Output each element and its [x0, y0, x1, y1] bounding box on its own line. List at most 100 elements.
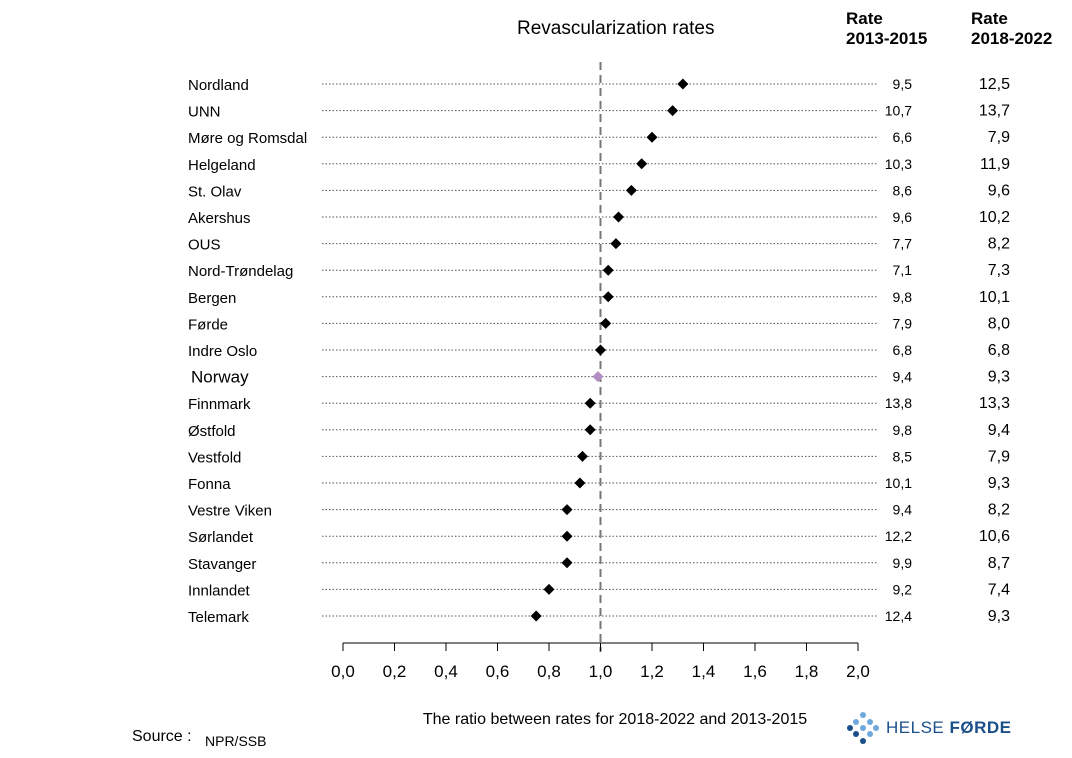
data-point — [677, 78, 689, 90]
x-tick-label: 1,6 — [743, 662, 767, 681]
rate-2018-value: 9,3 — [988, 608, 1010, 625]
rate-2018-value: 13,3 — [979, 395, 1010, 412]
region-label: Vestre Viken — [188, 503, 272, 520]
region-label: OUS — [188, 237, 221, 254]
header-rate-2013: Rate 2013-2015 — [846, 9, 927, 49]
region-label: Vestfold — [188, 449, 241, 466]
x-tick-label: 0,0 — [331, 662, 355, 681]
region-label: Akershus — [188, 210, 251, 227]
rate-2013-value: 9,8 — [893, 422, 913, 438]
rate-2018-value: 13,7 — [979, 103, 1010, 120]
header-rate-2013-line2: 2013-2015 — [846, 29, 928, 48]
data-point — [543, 583, 555, 595]
data-point — [584, 397, 596, 409]
rate-2013-value: 9,4 — [893, 369, 913, 385]
region-label: St. Olav — [188, 183, 242, 200]
rate-2018-value: 9,4 — [988, 422, 1010, 439]
data-point — [530, 610, 542, 622]
region-label: Innlandet — [188, 582, 251, 599]
header-rate-2013-line1: Rate — [846, 9, 883, 28]
header-rate-2018-line2: 2018-2022 — [971, 29, 1053, 48]
source-label: Source : — [132, 728, 192, 745]
rate-2013-value: 9,6 — [893, 209, 913, 225]
rate-2018-value: 10,6 — [979, 528, 1010, 545]
region-label: Stavanger — [188, 556, 256, 573]
rate-2018-value: 10,2 — [979, 209, 1010, 226]
rate-2013-value: 9,4 — [893, 502, 913, 518]
data-point — [613, 211, 625, 223]
rate-2013-value: 13,8 — [885, 395, 912, 411]
logo-text: HELSE FØRDE — [886, 718, 1011, 738]
rate-2018-value: 9,6 — [988, 182, 1010, 199]
rate-2013-value: 10,7 — [885, 103, 912, 119]
data-point — [584, 424, 596, 436]
region-label: Nordland — [188, 77, 249, 94]
data-point — [646, 131, 658, 143]
rate-2018-value: 8,7 — [988, 555, 1010, 572]
rate-2013-value: 12,4 — [885, 608, 912, 624]
data-point — [576, 450, 588, 462]
region-label: Helgeland — [188, 157, 256, 174]
data-point — [561, 530, 573, 542]
data-point — [625, 184, 637, 196]
rate-2018-value: 8,0 — [988, 315, 1010, 332]
rate-2018-value: 12,5 — [979, 76, 1010, 93]
rate-2018-value: 7,9 — [988, 129, 1010, 146]
data-point — [561, 557, 573, 569]
region-label: Sørlandet — [188, 529, 254, 546]
data-point — [595, 344, 606, 356]
chart-title: Revascularization rates — [517, 18, 715, 39]
rate-2013-value: 9,5 — [893, 76, 913, 92]
rate-2018-value: 10,1 — [979, 289, 1010, 306]
data-point — [610, 238, 622, 250]
data-point — [636, 158, 648, 170]
header-rate-2018: Rate 2018-2022 — [971, 9, 1052, 49]
rate-2013-value: 10,3 — [885, 156, 912, 172]
x-tick-label: 0,6 — [486, 662, 510, 681]
rate-2013-value: 12,2 — [885, 528, 912, 544]
rate-2018-value: 7,3 — [988, 262, 1010, 279]
data-point-norway — [592, 371, 604, 383]
rate-2013-value: 7,1 — [893, 262, 913, 278]
rate-2013-value: 9,2 — [893, 581, 913, 597]
region-label: Telemark — [188, 609, 249, 626]
region-label: UNN — [188, 104, 221, 121]
x-tick-label: 0,2 — [383, 662, 407, 681]
region-label: Førde — [188, 316, 228, 333]
data-point — [574, 477, 586, 489]
region-label: Møre og Romsdal — [188, 130, 307, 147]
region-label: Østfold — [188, 423, 236, 440]
region-label: Finnmark — [188, 396, 251, 413]
rate-2018-value: 9,3 — [988, 475, 1010, 492]
logo-text-light: HELSE — [886, 718, 950, 737]
region-label: Nord-Trøndelag — [188, 263, 293, 280]
logo-text-bold: FØRDE — [949, 718, 1012, 737]
rate-2013-value: 7,9 — [893, 315, 913, 331]
helse-forde-logo: HELSE FØRDE — [846, 711, 1011, 745]
x-tick-label: 0,4 — [434, 662, 458, 681]
rate-2018-value: 9,3 — [988, 369, 1010, 386]
rate-2013-value: 6,6 — [893, 129, 913, 145]
source-value: NPR/SSB — [205, 733, 267, 749]
x-tick-label: 1,2 — [640, 662, 664, 681]
rate-2013-value: 9,9 — [893, 555, 913, 571]
data-point — [602, 264, 614, 276]
rate-2013-value: 8,5 — [893, 448, 913, 464]
rate-2018-value: 8,2 — [988, 502, 1010, 519]
data-point — [602, 291, 614, 303]
x-tick-label: 2,0 — [846, 662, 870, 681]
rate-2018-value: 11,9 — [980, 156, 1010, 173]
rate-2013-value: 9,8 — [893, 289, 913, 305]
data-point — [667, 105, 679, 117]
x-tick-label: 1,4 — [692, 662, 716, 681]
x-tick-label: 1,0 — [589, 662, 613, 681]
rate-2018-value: 8,2 — [988, 236, 1010, 253]
rate-2013-value: 10,1 — [885, 475, 912, 491]
rate-2018-value: 7,9 — [988, 448, 1010, 465]
rate-2013-value: 7,7 — [893, 236, 913, 252]
header-rate-2018-line1: Rate — [971, 9, 1008, 28]
data-point — [561, 504, 573, 516]
data-point — [600, 317, 612, 329]
rate-2013-value: 6,8 — [893, 342, 913, 358]
rate-2018-value: 7,4 — [988, 581, 1010, 598]
